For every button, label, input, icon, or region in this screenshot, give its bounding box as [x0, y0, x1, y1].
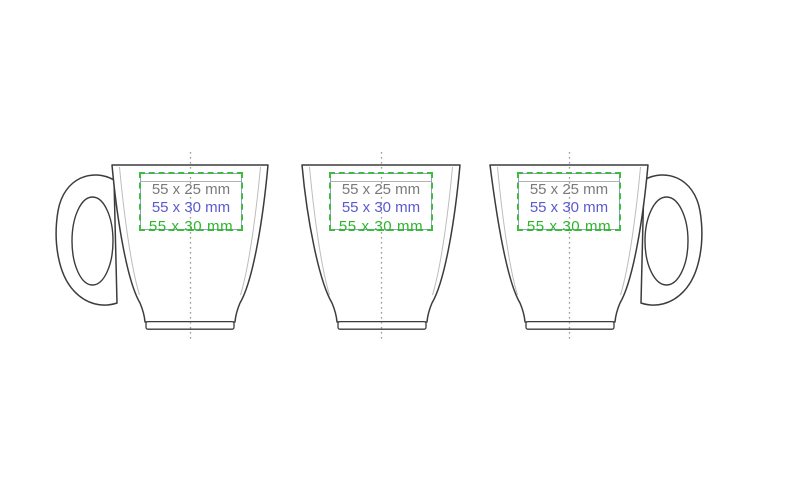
- print-area-top-line: [519, 180, 619, 183]
- print-size-label-blue: 55 x 30 mm: [151, 199, 231, 217]
- mug-handle-hole: [644, 196, 689, 286]
- print-area-box: 55 x 25 mm 55 x 30 mm 55 x 30 mm: [138, 171, 244, 235]
- print-size-label-gray: 55 x 25 mm: [341, 180, 421, 198]
- mug-foot: [525, 320, 615, 330]
- mug-inner-line-left: [119, 166, 140, 296]
- print-area-dashed-border: [328, 171, 434, 232]
- mug-inner-line-left: [309, 166, 330, 296]
- mug-handle-hole: [71, 196, 114, 286]
- print-size-label-blue: 55 x 30 mm: [341, 199, 421, 217]
- print-area-top-line: [141, 180, 241, 183]
- print-size-label-green: 55 x 30 mm: [526, 218, 612, 236]
- print-size-label-gray: 55 x 25 mm: [529, 180, 609, 198]
- print-size-label-gray: 55 x 25 mm: [151, 180, 231, 198]
- mug-inner-line-right: [240, 166, 261, 296]
- print-area-labels: 55 x 25 mm 55 x 30 mm 55 x 30 mm: [137, 181, 245, 238]
- print-area-labels: 55 x 25 mm 55 x 30 mm 55 x 30 mm: [327, 181, 435, 238]
- print-area-top-line: [331, 180, 431, 183]
- print-area-box: 55 x 25 mm 55 x 30 mm 55 x 30 mm: [516, 171, 622, 235]
- print-size-label-green: 55 x 30 mm: [148, 218, 234, 236]
- mug-center: [301, 152, 461, 341]
- print-area-dashed-border: [138, 171, 244, 232]
- mug-foot: [145, 320, 235, 330]
- print-area-labels: 55 x 25 mm 55 x 30 mm 55 x 30 mm: [515, 181, 623, 238]
- print-size-label-green: 55 x 30 mm: [338, 218, 424, 236]
- print-area-box: 55 x 25 mm 55 x 30 mm 55 x 30 mm: [328, 171, 434, 235]
- print-size-label-blue: 55 x 30 mm: [529, 199, 609, 217]
- mug-left: [55, 152, 269, 341]
- mug-foot: [337, 320, 427, 330]
- mug-inner-line-left: [497, 166, 518, 296]
- mug-right: [489, 152, 703, 341]
- print-area-dashed-border: [516, 171, 622, 232]
- mug-inner-line-right: [620, 166, 641, 296]
- mug-inner-line-right: [432, 166, 453, 296]
